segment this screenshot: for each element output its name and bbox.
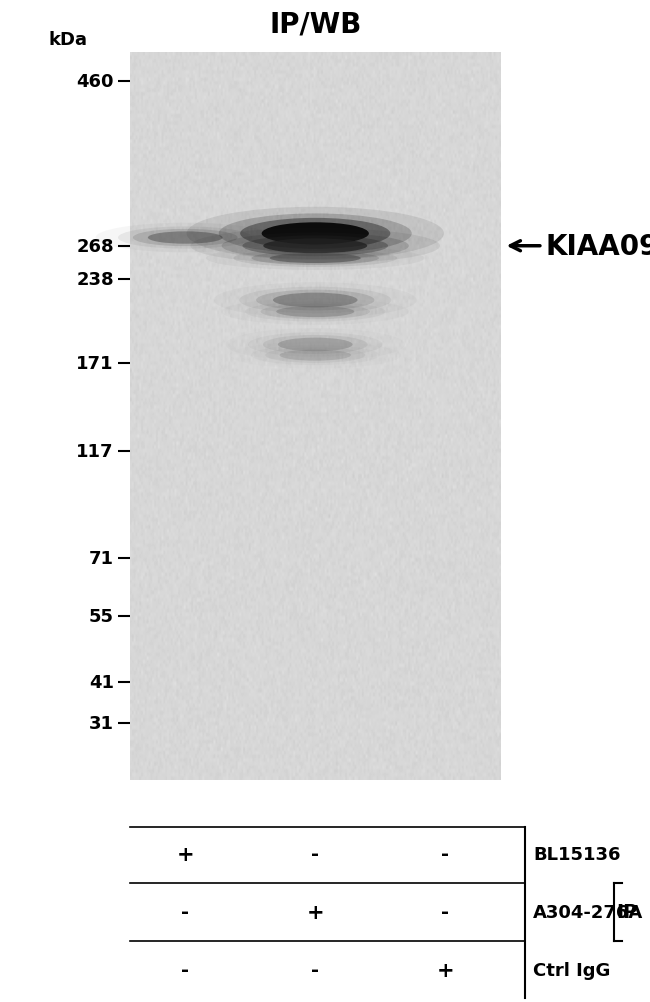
Text: 117: 117 (76, 443, 114, 461)
Text: Ctrl IgG: Ctrl IgG (533, 961, 610, 979)
Ellipse shape (256, 291, 374, 311)
Bar (130, 53, 501, 781)
Text: 71: 71 (89, 550, 114, 568)
Ellipse shape (218, 214, 412, 255)
Ellipse shape (278, 339, 352, 352)
Text: +: + (306, 902, 324, 922)
Ellipse shape (118, 227, 252, 249)
Ellipse shape (261, 305, 370, 320)
Ellipse shape (251, 346, 380, 366)
Text: kDa: kDa (49, 31, 88, 49)
Text: IP: IP (617, 903, 638, 921)
Ellipse shape (133, 229, 238, 246)
Text: 268: 268 (76, 237, 114, 256)
Ellipse shape (252, 252, 379, 266)
Ellipse shape (245, 303, 385, 323)
Text: -: - (181, 960, 189, 979)
Ellipse shape (280, 351, 351, 362)
Ellipse shape (239, 288, 391, 314)
Ellipse shape (240, 218, 390, 249)
Text: -: - (181, 903, 189, 921)
Text: -: - (311, 845, 319, 864)
Ellipse shape (233, 249, 397, 268)
Text: -: - (311, 960, 319, 979)
Text: -: - (441, 845, 449, 864)
Ellipse shape (190, 228, 440, 265)
Ellipse shape (206, 246, 424, 271)
Ellipse shape (276, 307, 354, 318)
Ellipse shape (248, 333, 382, 358)
Text: BL15136: BL15136 (533, 845, 621, 863)
Text: IP/WB: IP/WB (269, 11, 361, 39)
Ellipse shape (270, 254, 361, 264)
Ellipse shape (261, 223, 369, 245)
Text: A304-276A: A304-276A (533, 903, 644, 921)
Ellipse shape (263, 336, 368, 355)
Text: +: + (176, 844, 194, 864)
Ellipse shape (242, 236, 388, 257)
Ellipse shape (148, 232, 222, 244)
Ellipse shape (222, 233, 409, 260)
Ellipse shape (187, 207, 444, 261)
Ellipse shape (263, 239, 367, 254)
Text: 55: 55 (89, 607, 114, 625)
Text: 171: 171 (76, 354, 114, 372)
Text: 460: 460 (76, 73, 114, 91)
Text: 41: 41 (89, 673, 114, 691)
Text: KIAA0947: KIAA0947 (546, 232, 650, 261)
Ellipse shape (273, 294, 358, 309)
Text: 31: 31 (89, 714, 114, 732)
Ellipse shape (265, 348, 365, 364)
Text: 238: 238 (76, 271, 114, 289)
Text: +: + (436, 960, 454, 980)
Text: -: - (441, 903, 449, 921)
